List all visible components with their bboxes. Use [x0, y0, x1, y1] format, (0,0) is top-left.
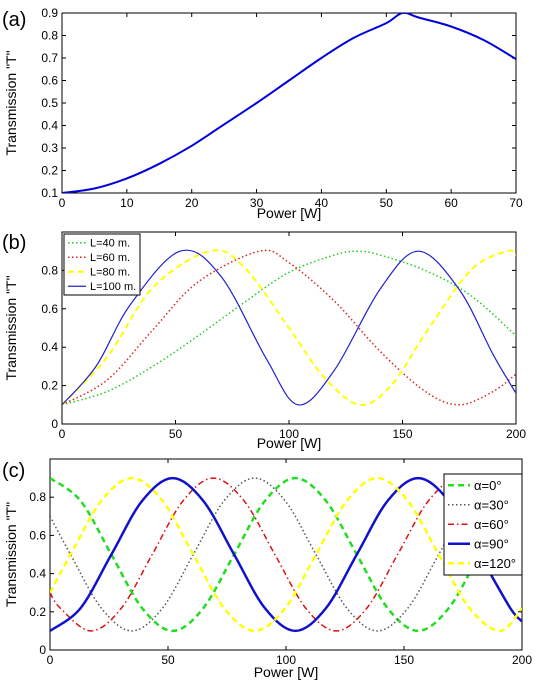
panel-label: (c) [2, 460, 25, 482]
y-tick-label: 0.2 [41, 164, 58, 178]
y-tick-label: 0.1 [41, 186, 58, 200]
y-tick-label: 0.8 [29, 490, 46, 504]
series-line-1 [50, 476, 522, 633]
x-tick-label: 0 [59, 427, 66, 441]
x-tick-label: 50 [169, 427, 183, 441]
series-line-1 [62, 13, 516, 193]
y-axis-label: Transmission "T" [3, 275, 19, 380]
legend-box [63, 233, 141, 296]
x-tick-label: 200 [512, 653, 532, 667]
series-line-2 [62, 249, 516, 406]
plot-area [61, 12, 517, 194]
plot-area [49, 458, 523, 651]
x-axis-label: Power [W] [257, 205, 322, 221]
x-tick-label: 70 [509, 196, 523, 210]
y-tick-label: 0.6 [29, 528, 46, 542]
y-axis-label: Transmission "T" [3, 50, 19, 155]
legend-label: α=120° [474, 556, 516, 571]
y-tick-label: 0.2 [41, 379, 58, 393]
y-tick-label: 0 [39, 643, 46, 657]
legend-label: L=100 m. [90, 281, 136, 293]
x-tick-label: 40 [315, 196, 329, 210]
x-tick-label: 150 [392, 427, 412, 441]
y-axis-label: Transmission "T" [3, 502, 19, 607]
x-tick-label: 30 [250, 196, 264, 210]
y-tick-label: 0.4 [29, 567, 46, 581]
legend-label: L=40 m. [90, 238, 130, 250]
legend-label: α=0° [474, 478, 502, 493]
y-tick-label: 0.2 [29, 605, 46, 619]
x-tick-label: 10 [120, 196, 134, 210]
x-axis-label: Power [W] [254, 664, 319, 680]
x-tick-label: 0 [47, 653, 54, 667]
y-tick-label: 0.8 [41, 263, 58, 277]
series-line-5 [50, 476, 522, 633]
y-tick-label: 0.7 [41, 51, 58, 65]
chart-panel-a: (a) 0 10 20 30 40 50 60 70 0.1 0.2 0.3 0.4 0.5 0.6 0.7 0… [2, 6, 523, 221]
y-tick-label: 0.4 [41, 340, 58, 354]
x-tick-label: 60 [444, 196, 458, 210]
x-tick-label: 50 [161, 653, 175, 667]
series-line-3 [62, 249, 516, 406]
panel-label: (b) [2, 232, 26, 254]
chart-panel-c: (c) 0 50 100 150 200 0 0.2 0.4 0.6 0.8 Power [W] Tra… [2, 458, 532, 680]
legend-label: α=90° [474, 536, 509, 551]
series-line-4 [62, 249, 516, 406]
panel-label: (a) [2, 9, 26, 31]
chart-panel-b: (b) 0 50 100 150 200 0 0.2 0.4 0.6 0.8 Power [W] Tra… [2, 231, 526, 451]
y-tick-label: 0.3 [41, 141, 58, 155]
y-tick-label: 0.6 [41, 74, 58, 88]
legend-label: L=60 m. [90, 252, 130, 264]
x-tick-label: 50 [380, 196, 394, 210]
x-tick-label: 100 [279, 427, 299, 441]
x-tick-label: 20 [185, 196, 199, 210]
legend-label: L=80 m. [90, 267, 130, 279]
legend-label: α=60° [474, 517, 509, 532]
legend-label: α=30° [474, 497, 509, 512]
y-tick-label: 0 [51, 417, 58, 431]
x-tick-label: 200 [506, 427, 526, 441]
x-axis-label: Power [W] [257, 435, 322, 451]
y-tick-label: 0.6 [41, 302, 58, 316]
y-tick-label: 0.5 [41, 96, 58, 110]
x-tick-label: 150 [394, 653, 414, 667]
y-tick-label: 0.8 [41, 29, 58, 43]
y-tick-label: 0.4 [41, 119, 58, 133]
y-tick-label: 0.9 [41, 6, 58, 20]
x-tick-label: 0 [59, 196, 66, 210]
x-tick-label: 100 [276, 653, 296, 667]
